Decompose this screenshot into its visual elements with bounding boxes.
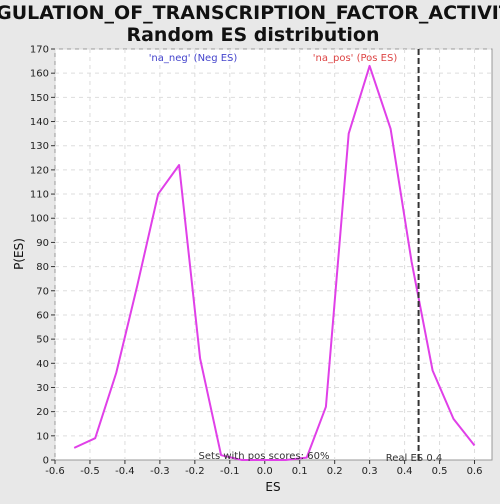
y-tick-label: 140 bbox=[30, 117, 49, 128]
y-axis-label: P(ES) bbox=[12, 238, 26, 270]
x-tick-label: 0.6 bbox=[467, 466, 483, 477]
y-tick-label: 60 bbox=[36, 310, 49, 321]
es-distribution-line bbox=[73, 64, 476, 461]
real-es-label: Real ES 0.4 bbox=[386, 453, 442, 464]
y-tick-label: 40 bbox=[36, 359, 49, 370]
y-tick-label: 150 bbox=[30, 93, 49, 104]
x-tick-label: -0.1 bbox=[220, 466, 240, 477]
chart-title-line1: REGULATION_OF_TRANSCRIPTION_FACTOR_ACTIV… bbox=[0, 2, 500, 24]
x-tick-label: 0.2 bbox=[327, 466, 343, 477]
y-tick-label: 110 bbox=[30, 190, 49, 201]
x-tick-label: 0.5 bbox=[432, 466, 448, 477]
y-tick-label: 100 bbox=[30, 214, 49, 225]
x-tick-label: -0.3 bbox=[150, 466, 170, 477]
x-tick-label: -0.4 bbox=[115, 466, 135, 477]
x-tick-label: 0.4 bbox=[397, 466, 413, 477]
y-tick-label: 170 bbox=[30, 45, 49, 56]
x-tick-label: -0.6 bbox=[45, 466, 65, 477]
y-tick-label: 20 bbox=[36, 407, 49, 418]
x-axis-label: ES bbox=[265, 480, 280, 494]
x-tick-label: 0.1 bbox=[292, 466, 308, 477]
y-tick-label: 80 bbox=[36, 262, 49, 273]
x-axis-ticks: -0.6 -0.5 -0.4 -0.3 -0.2 -0.1 0.0 0.1 0.2 0.3 0.4 0… bbox=[45, 460, 482, 477]
series-layer bbox=[73, 64, 476, 461]
x-tick-label: -0.5 bbox=[80, 466, 100, 477]
x-tick-label: 0.3 bbox=[362, 466, 378, 477]
y-tick-label: 90 bbox=[36, 238, 49, 249]
x-tick-label: -0.2 bbox=[185, 466, 205, 477]
y-tick-label: 30 bbox=[36, 383, 49, 394]
chart-title-line2: Random ES distribution bbox=[126, 24, 379, 46]
y-tick-label: 120 bbox=[30, 165, 49, 176]
neg-es-label: 'na_neg' (Neg ES) bbox=[149, 53, 238, 64]
grid-lines bbox=[54, 48, 492, 460]
y-axis-ticks: 0 10 20 30 40 50 60 70 80 90 100 110 120 130 140 150 160… bbox=[30, 45, 55, 467]
y-tick-label: 160 bbox=[30, 69, 49, 80]
y-tick-label: 130 bbox=[30, 141, 49, 152]
y-tick-label: 50 bbox=[36, 335, 49, 346]
plot-area bbox=[54, 48, 493, 461]
sets-pos-scores-label: Sets with pos scores: 60% bbox=[199, 451, 330, 462]
y-tick-label: 70 bbox=[36, 286, 49, 297]
x-tick-label: 0.0 bbox=[257, 466, 273, 477]
y-tick-label: 0 bbox=[43, 456, 49, 467]
y-tick-label: 10 bbox=[36, 431, 49, 442]
pos-es-label: 'na_pos' (Pos ES) bbox=[313, 53, 398, 64]
